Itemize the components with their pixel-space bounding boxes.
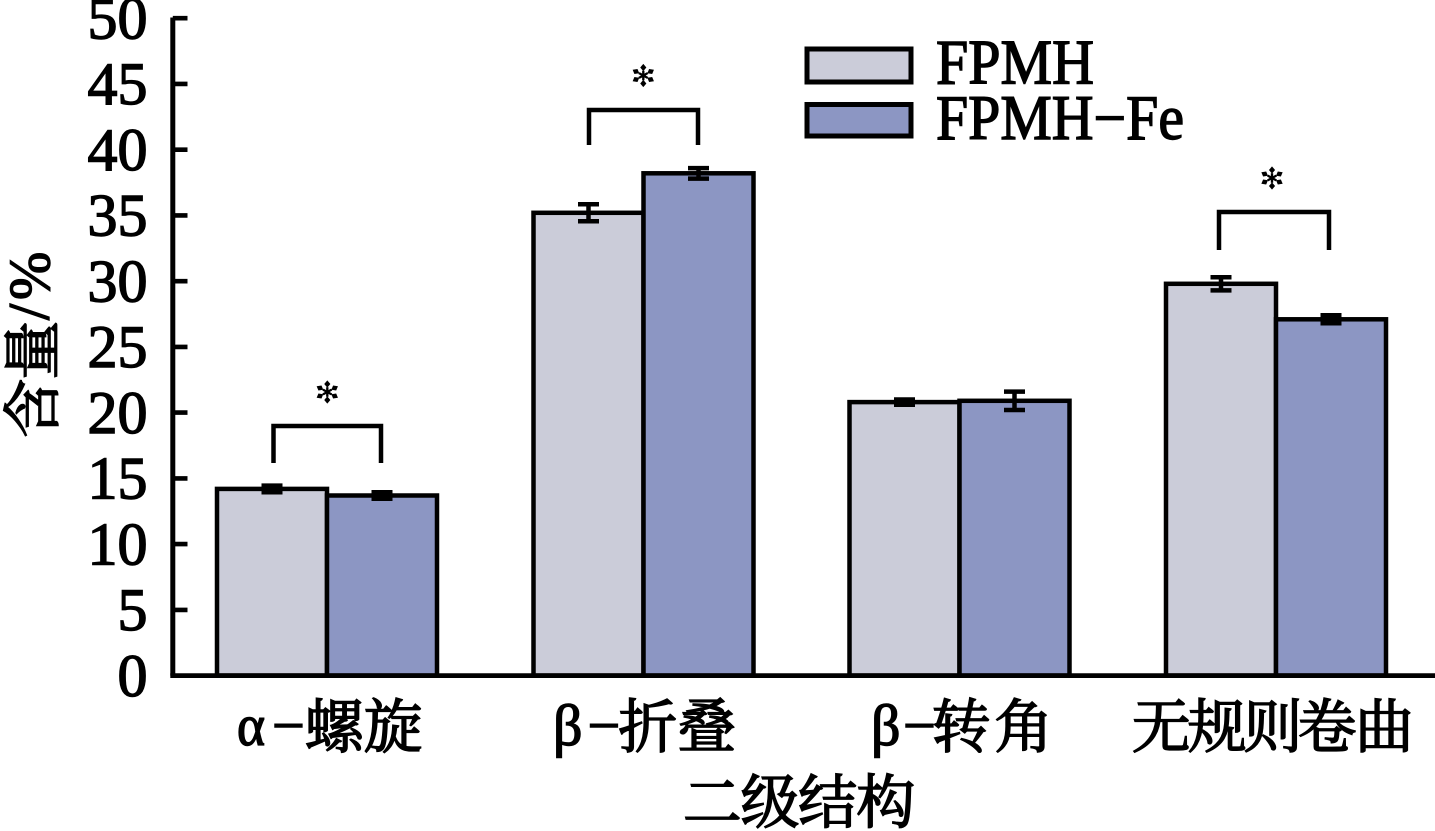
svg-text:β: β bbox=[871, 693, 901, 758]
svg-text:%: % bbox=[0, 252, 62, 300]
svg-text:−: − bbox=[903, 693, 936, 758]
svg-text:25: 25 bbox=[88, 314, 148, 380]
svg-text:45: 45 bbox=[88, 51, 148, 117]
svg-text:15: 15 bbox=[88, 446, 148, 512]
svg-text:/: / bbox=[0, 303, 61, 320]
svg-text:FPMH: FPMH bbox=[936, 28, 1094, 98]
svg-text:5: 5 bbox=[118, 577, 148, 643]
svg-text:0: 0 bbox=[118, 643, 148, 709]
svg-text:−: − bbox=[272, 693, 305, 758]
svg-text:50: 50 bbox=[88, 0, 148, 52]
svg-text:35: 35 bbox=[88, 183, 148, 249]
svg-text:40: 40 bbox=[88, 117, 148, 183]
svg-text:30: 30 bbox=[88, 249, 148, 315]
svg-text:20: 20 bbox=[88, 380, 148, 446]
svg-text:FPMH−Fe: FPMH−Fe bbox=[936, 83, 1184, 153]
svg-text:−: − bbox=[588, 693, 621, 758]
svg-text:10: 10 bbox=[88, 511, 148, 577]
svg-text:α: α bbox=[237, 693, 265, 758]
svg-text:β: β bbox=[553, 693, 583, 758]
